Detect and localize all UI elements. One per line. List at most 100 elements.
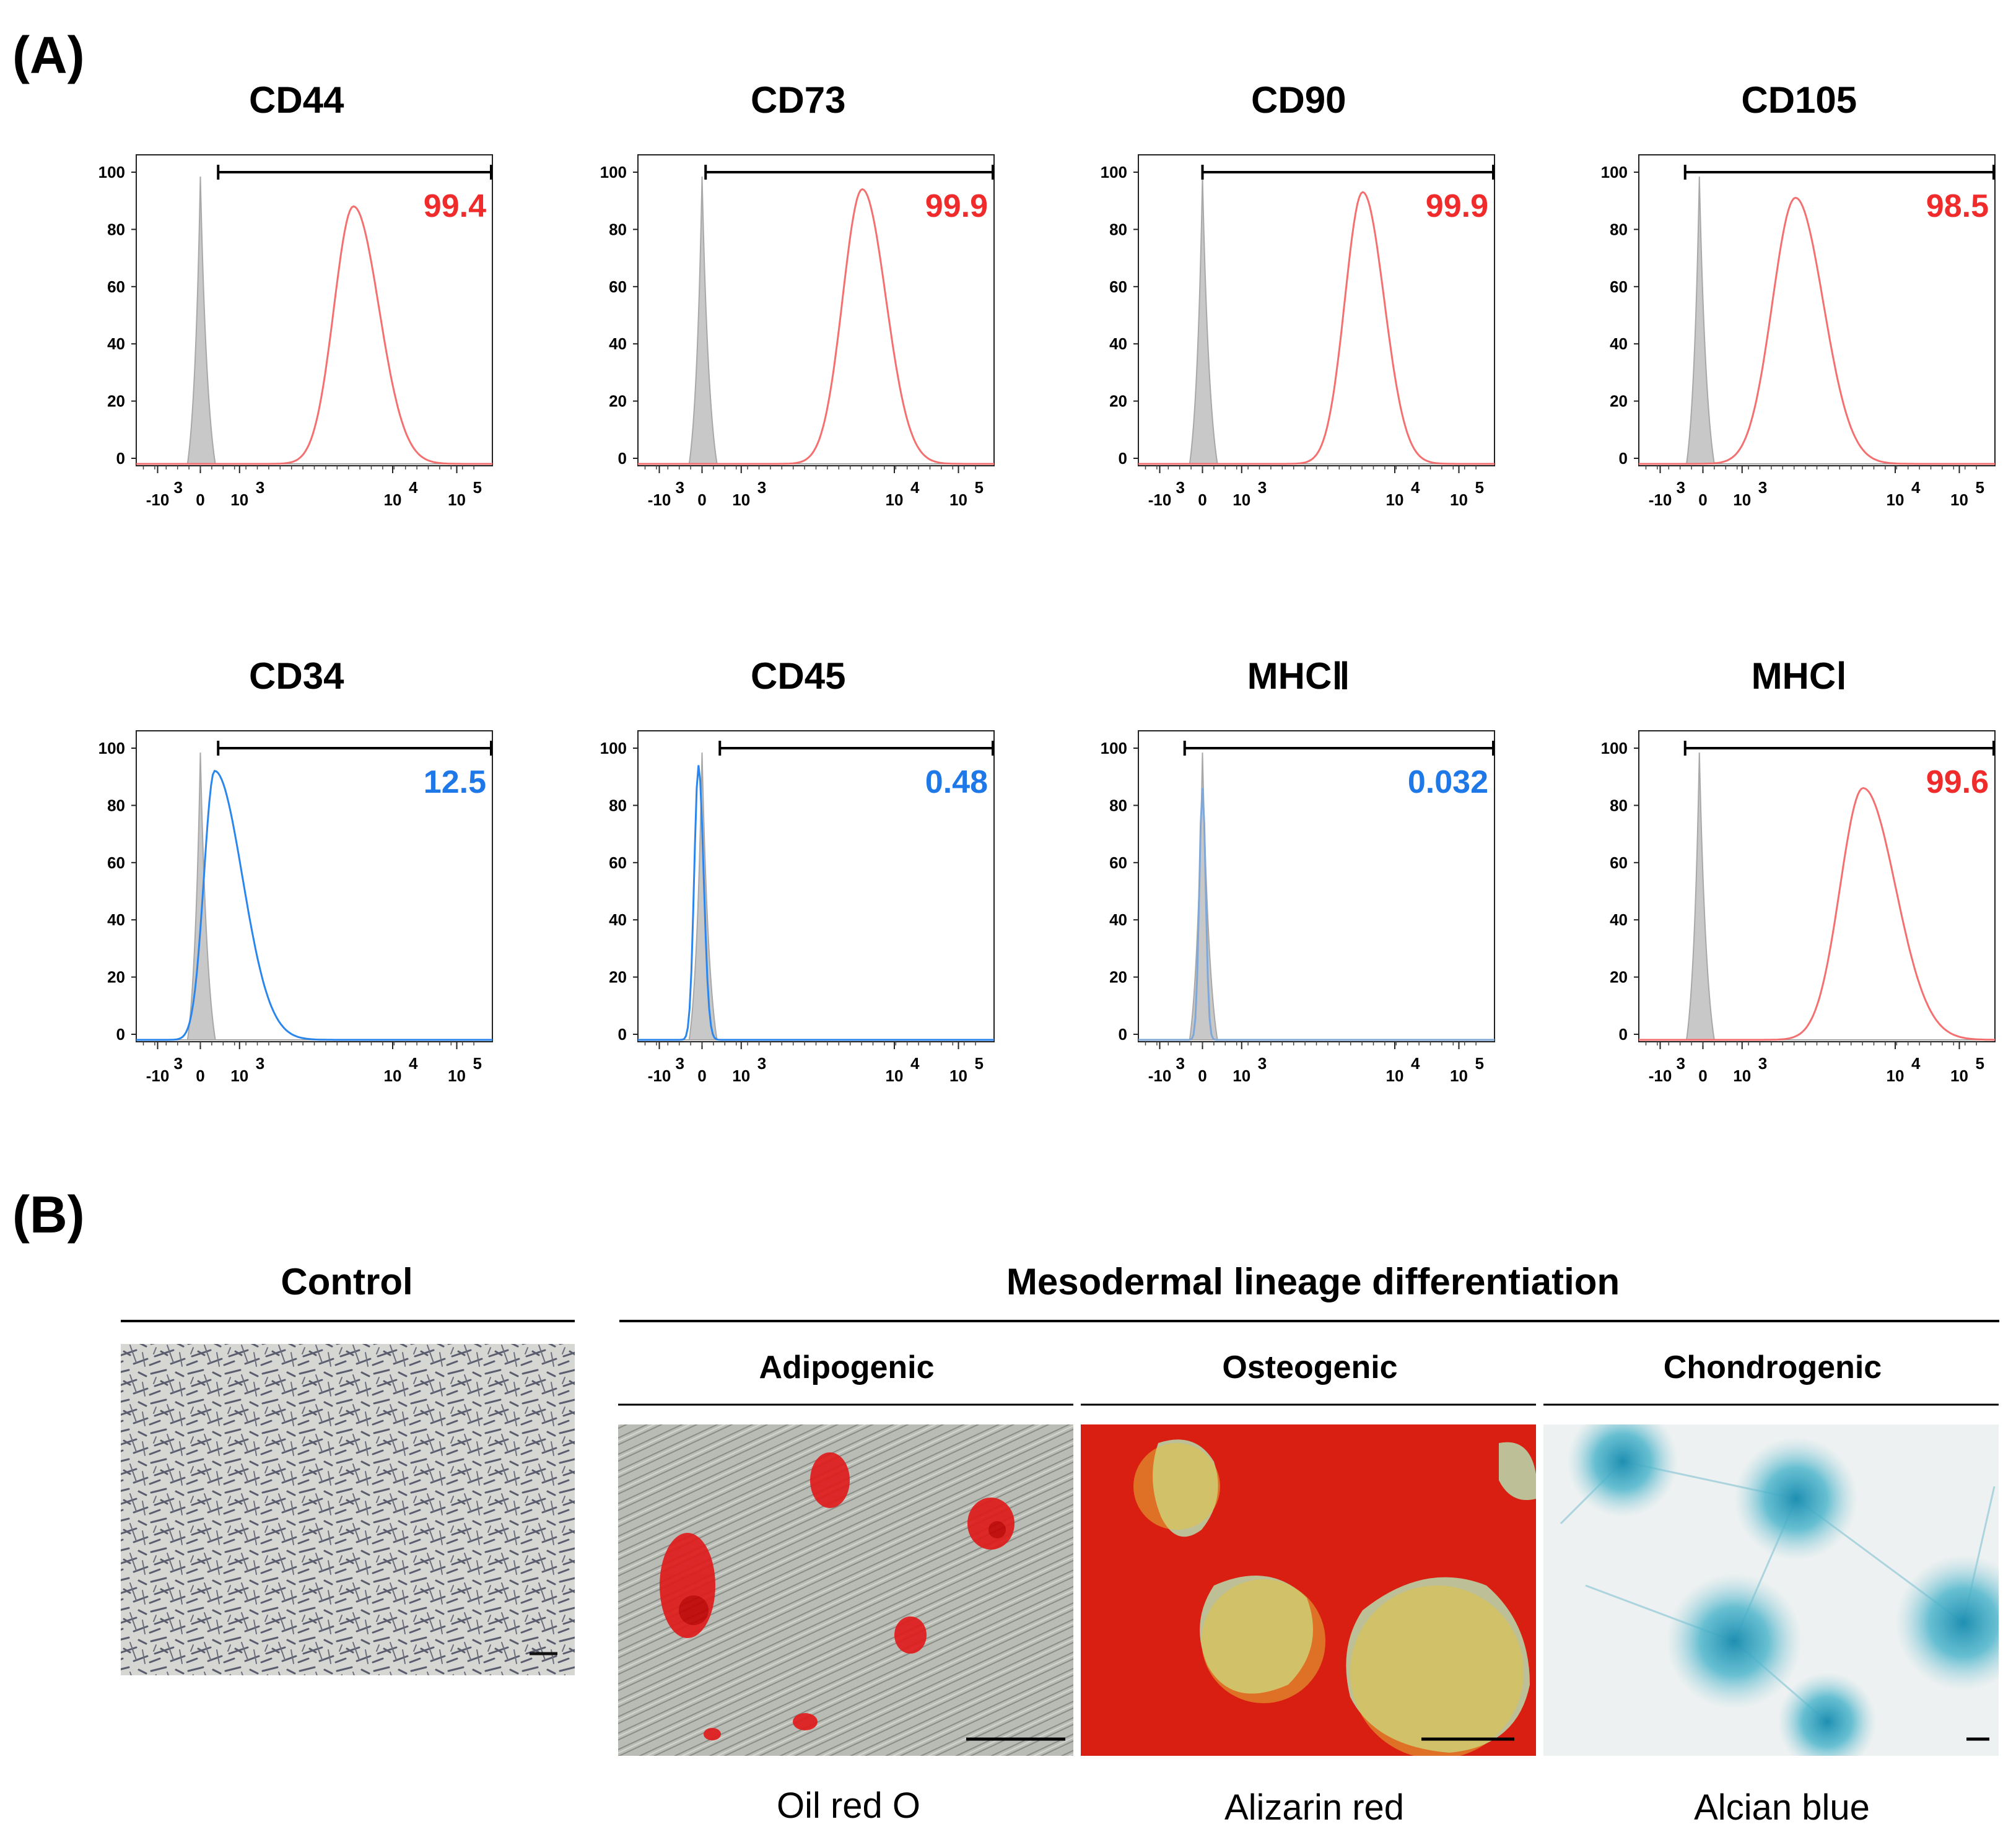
x-tick-exponent: 5 xyxy=(1475,1054,1484,1073)
x-tick-exponent: 4 xyxy=(1411,478,1420,497)
x-tick-exponent: 5 xyxy=(473,1054,482,1073)
y-tick-label: 40 xyxy=(1109,334,1127,353)
adipogenic-micrograph xyxy=(618,1424,1073,1756)
x-tick-exponent: 3 xyxy=(1176,1054,1185,1073)
x-tick-exponent: 3 xyxy=(174,478,183,497)
x-tick-label: -10 xyxy=(1649,1066,1672,1085)
x-tick-label: -10 xyxy=(648,1066,671,1085)
x-tick-label: 0 xyxy=(196,1066,204,1085)
y-tick-label: 80 xyxy=(107,796,125,814)
isotype-control-peak xyxy=(638,752,994,1040)
y-tick-label: 80 xyxy=(1610,796,1628,814)
positive-percentage: 0.032 xyxy=(1408,764,1488,800)
x-tick-label: 10 xyxy=(1233,491,1250,509)
x-tick-label: 10 xyxy=(1887,1066,1905,1085)
positive-percentage: 0.48 xyxy=(925,764,988,800)
isotype-control-peak xyxy=(638,177,994,465)
sample-curve xyxy=(1639,787,1995,1041)
y-tick-label: 20 xyxy=(107,968,125,987)
x-tick-label: 0 xyxy=(1698,491,1707,509)
x-tick-label: -10 xyxy=(1148,491,1172,509)
x-tick-label: -10 xyxy=(648,491,671,509)
stain-caption-oil-red-o: Oil red O xyxy=(777,1786,920,1826)
histogram-title: CD44 xyxy=(249,79,344,121)
sample-curve xyxy=(136,769,492,1041)
x-tick-exponent: 5 xyxy=(1475,478,1484,497)
x-tick-exponent: 3 xyxy=(1677,1054,1685,1073)
isotype-control-peak xyxy=(136,177,492,465)
y-tick-label: 100 xyxy=(1601,163,1628,181)
y-tick-label: 40 xyxy=(107,910,125,929)
y-tick-label: 60 xyxy=(1109,277,1127,296)
y-tick-label: 100 xyxy=(98,739,125,757)
y-tick-label: 20 xyxy=(609,392,627,411)
histogram-title: CD105 xyxy=(1741,79,1857,121)
x-tick-label: -10 xyxy=(146,491,170,509)
panel-a-label: (A) xyxy=(12,26,85,84)
y-tick-label: 0 xyxy=(116,1025,125,1044)
x-tick-label: 10 xyxy=(384,1066,402,1085)
x-tick-label: 10 xyxy=(1733,1066,1751,1085)
x-tick-exponent: 3 xyxy=(1677,478,1685,497)
x-tick-exponent: 3 xyxy=(1258,478,1267,497)
y-tick-label: 60 xyxy=(107,277,125,296)
histogram-title: CD73 xyxy=(751,79,845,121)
y-tick-label: 40 xyxy=(107,334,125,353)
x-tick-label: 10 xyxy=(1450,491,1468,509)
x-tick-exponent: 4 xyxy=(1911,1054,1921,1073)
histogram-title: CD34 xyxy=(249,655,344,697)
x-tick-label: -10 xyxy=(1148,1066,1172,1085)
y-tick-label: 100 xyxy=(1601,739,1628,757)
y-tick-label: 0 xyxy=(1619,449,1628,468)
x-tick-label: 10 xyxy=(448,1066,466,1085)
lineage-header-adipogenic: Adipogenic xyxy=(759,1350,934,1385)
histogram-title: CD90 xyxy=(1251,79,1346,121)
sample-curve xyxy=(638,188,994,465)
y-tick-label: 20 xyxy=(1109,968,1127,987)
x-tick-label: 10 xyxy=(732,491,750,509)
histogram-title: MHCⅠ xyxy=(1752,655,1847,697)
x-tick-label: 10 xyxy=(1386,491,1404,509)
x-tick-exponent: 4 xyxy=(910,1054,920,1073)
y-tick-label: 80 xyxy=(107,220,125,238)
x-tick-label: 0 xyxy=(1198,1066,1207,1085)
x-tick-exponent: 3 xyxy=(1258,1054,1267,1073)
x-tick-exponent: 3 xyxy=(757,478,766,497)
x-tick-label: 10 xyxy=(1233,1066,1250,1085)
positive-percentage: 99.9 xyxy=(925,188,988,224)
lineage-header-chondrogenic: Chondrogenic xyxy=(1664,1350,1882,1385)
x-tick-exponent: 4 xyxy=(409,1054,418,1073)
x-tick-label: 10 xyxy=(1733,491,1751,509)
x-tick-label: -10 xyxy=(1649,491,1672,509)
y-tick-label: 60 xyxy=(107,853,125,872)
stain-caption-alcian-blue: Alcian blue xyxy=(1694,1787,1870,1828)
x-tick-exponent: 4 xyxy=(1911,478,1921,497)
isotype-control-peak xyxy=(1639,752,1995,1040)
lineage-header-osteogenic: Osteogenic xyxy=(1222,1350,1397,1385)
x-tick-exponent: 3 xyxy=(1758,1054,1767,1073)
y-tick-label: 40 xyxy=(609,334,627,353)
x-tick-label: 10 xyxy=(230,1066,248,1085)
x-tick-label: 0 xyxy=(1198,491,1207,509)
positive-percentage: 99.9 xyxy=(1426,188,1488,224)
x-tick-label: 10 xyxy=(886,1066,904,1085)
sample-curve xyxy=(136,205,492,465)
y-tick-label: 60 xyxy=(609,277,627,296)
y-tick-label: 80 xyxy=(609,220,627,238)
x-tick-label: 10 xyxy=(1950,1066,1968,1085)
x-tick-label: 10 xyxy=(886,491,904,509)
y-tick-label: 100 xyxy=(600,163,627,181)
x-tick-label: 0 xyxy=(697,1066,706,1085)
osteogenic-micrograph xyxy=(1081,1424,1536,1756)
y-tick-label: 20 xyxy=(609,968,627,987)
x-tick-label: 10 xyxy=(448,491,466,509)
y-tick-label: 0 xyxy=(1619,1025,1628,1044)
y-tick-label: 40 xyxy=(1610,334,1628,353)
y-tick-label: 40 xyxy=(1109,910,1127,929)
x-tick-label: 10 xyxy=(949,491,967,509)
chondrogenic-micrograph xyxy=(1543,1424,1999,1756)
